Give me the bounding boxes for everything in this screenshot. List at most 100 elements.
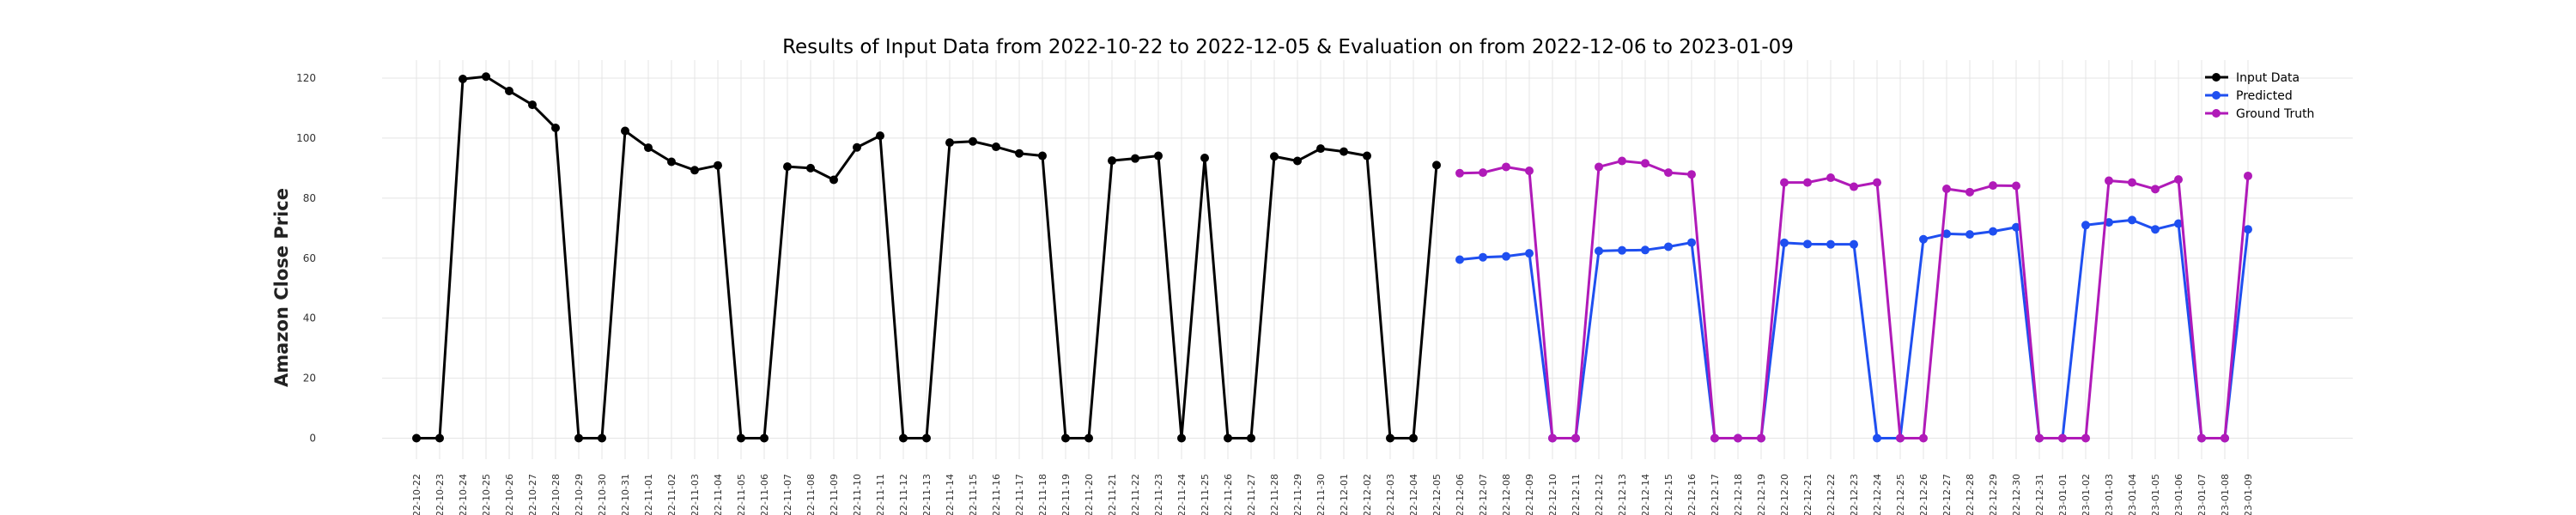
data-point [2105,218,2113,227]
data-point [2244,225,2252,234]
x-tick-label: '22-12-31 [2034,474,2045,515]
data-point [1664,168,1673,178]
data-point [1084,433,1093,443]
x-tick-label: '22-12-20 [1779,474,1790,515]
x-tick-label: '22-10-23 [434,474,446,515]
data-point [1363,151,1371,161]
data-point [1502,162,1510,172]
x-tick-label: '22-12-11 [1571,474,1582,515]
x-tick-label: '22-12-17 [1710,474,1721,515]
x-tick-label: '23-01-02 [2081,474,2092,515]
data-point [1455,168,1464,178]
data-point [1664,242,1673,251]
data-point [1293,156,1302,166]
x-tick-label: '22-11-09 [829,474,840,515]
y-tick-label: 40 [303,312,316,324]
data-point [760,433,769,443]
x-tick-label: '22-11-17 [1014,474,1025,515]
y-tick-label: 120 [296,72,316,84]
x-tick-label: '22-12-08 [1501,474,1512,515]
legend-item: Predicted [2205,89,2293,103]
x-tick-label: '22-12-09 [1524,474,1535,515]
x-tick-label: '22-12-19 [1756,474,1767,515]
chart-title: Results of Input Data from 2022-10-22 to… [782,36,1794,58]
data-point [1595,162,1603,172]
x-tick-label: '22-11-23 [1153,474,1164,515]
data-point [1641,159,1649,168]
data-point [1154,151,1163,161]
x-tick-label: '22-11-24 [1176,474,1188,515]
legend-marker [2212,109,2221,118]
y-tick-label: 0 [309,433,316,445]
x-tick-label: '22-12-13 [1617,474,1628,515]
x-tick-label: '22-11-30 [1315,474,1327,515]
y-tick-label: 20 [303,373,316,385]
data-point [1224,433,1232,443]
data-point [505,87,513,96]
x-tick-label: '22-10-26 [504,474,515,515]
data-point [2151,185,2160,194]
x-tick-label: '22-10-24 [458,474,469,515]
data-point [435,433,444,443]
x-tick-label: '23-01-08 [2220,474,2231,515]
data-point [1131,154,1139,163]
x-tick-label: '23-01-09 [2243,474,2254,515]
data-point [1757,433,1765,443]
data-point [1015,148,1024,158]
legend-label: Predicted [2236,89,2293,103]
data-point [412,433,421,443]
data-point [1502,251,1510,261]
x-tick-label: '22-12-01 [1339,474,1350,515]
x-tick-label: '22-10-30 [597,474,608,515]
data-point [876,131,884,141]
x-tick-label: '22-10-27 [527,474,538,515]
data-point [1432,161,1441,170]
legend: Input Data Predicted Ground Truth [2205,71,2314,121]
data-point [806,163,815,173]
data-point [1803,239,1812,249]
data-point [1919,433,1928,443]
data-point [992,142,1000,152]
x-tick-label: '22-11-05 [736,474,747,515]
legend-marker [2212,73,2221,82]
data-point [737,433,745,443]
data-point [1479,168,1487,178]
data-point [2151,225,2160,234]
x-tick-label: '22-11-26 [1223,474,1234,515]
data-point [598,433,606,443]
x-tick-label: '22-11-16 [991,474,1002,515]
legend-marker [2212,91,2221,100]
x-tick-label: '22-11-25 [1200,474,1211,515]
data-point [1965,230,1974,239]
data-point [1780,178,1789,187]
y-axis-ticks: 0 20 40 60 80 100 120 [296,72,316,445]
data-point [2197,433,2206,443]
data-point [1803,178,1812,187]
data-point [783,162,792,172]
data-point [969,136,977,146]
data-point [1942,229,1951,239]
x-tick-label: '22-11-15 [968,474,979,515]
data-point [2058,433,2067,443]
data-point [1595,246,1603,256]
x-tick-label: '23-01-05 [2150,474,2161,515]
x-tick-label: '22-11-02 [666,474,677,515]
x-tick-label: '22-11-10 [852,474,863,515]
x-tick-label: '22-11-03 [690,474,701,515]
data-point [1826,173,1835,183]
data-point [2012,181,2020,191]
x-tick-label: '22-11-27 [1246,474,1257,515]
x-tick-label: '22-11-14 [945,474,956,515]
data-point [690,166,699,175]
legend-label: Input Data [2236,71,2300,85]
x-tick-label: '22-10-28 [550,474,562,515]
data-point [1571,433,1580,443]
data-point [1850,182,1858,191]
y-axis-label: Amazon Close Price [271,188,292,387]
x-tick-label: '22-12-21 [1802,474,1814,515]
x-tick-label: '22-11-22 [1130,474,1141,515]
x-tick-label: '22-11-20 [1084,474,1095,515]
series-ground-truth [1455,156,2252,443]
x-tick-label: '22-12-07 [1478,474,1489,515]
data-point [459,75,467,84]
